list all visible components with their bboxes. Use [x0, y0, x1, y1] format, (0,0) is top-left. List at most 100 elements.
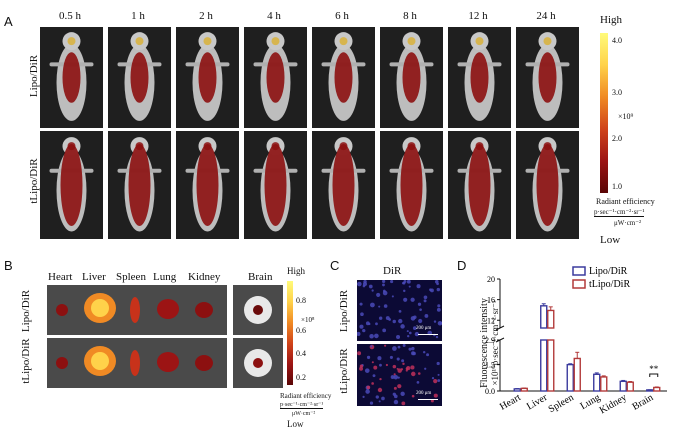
lung-organ	[157, 352, 179, 372]
cell-dot	[402, 281, 406, 285]
mouse-image	[516, 27, 579, 128]
x-tick-label: Spleen	[547, 392, 576, 415]
timepoint-label: 24 h	[536, 10, 556, 22]
cell-dot	[436, 361, 440, 366]
cell-dot	[360, 312, 364, 317]
cell-dot	[406, 280, 411, 284]
colorbar-a-multiplier: ×10⁹	[618, 112, 634, 121]
y-tick-label: 0.0	[485, 387, 495, 396]
cell-dot	[410, 365, 415, 370]
bar	[573, 357, 581, 392]
cell-dot	[416, 380, 420, 384]
scale-bar-1	[418, 334, 438, 335]
cell-dot	[375, 395, 379, 399]
timepoint-label: 12 h	[468, 10, 488, 22]
organ-label: Spleen	[116, 271, 146, 283]
c-row-label-tlipo: tLipo/DiR	[338, 348, 350, 394]
cell-dot	[362, 328, 366, 333]
brain-label: Brain	[248, 271, 273, 283]
cell-dot	[418, 318, 423, 324]
fluorescence-signal	[536, 143, 559, 227]
fluorescence-signal	[470, 52, 489, 103]
x-tick-label: Kidney	[598, 392, 629, 416]
cell-dot	[406, 366, 411, 371]
cell-dot	[408, 331, 412, 335]
cell-dot	[366, 385, 371, 390]
cell-dot	[379, 377, 382, 381]
scale-bar-label-1: 200 μm	[416, 326, 432, 331]
cell-dot	[359, 366, 364, 371]
y-tick-label: 1.5	[485, 361, 495, 370]
cell-dot	[382, 289, 386, 293]
colorbar-b-tick-2: 0.6	[296, 326, 306, 335]
cell-dot	[400, 391, 405, 397]
panel-a-label: A	[4, 14, 13, 29]
cell-dot	[393, 373, 396, 376]
cell-dot	[365, 389, 370, 394]
cell-dot	[431, 376, 435, 380]
cell-dot	[359, 324, 364, 329]
cell-dot	[370, 302, 375, 308]
mouse-image	[176, 131, 239, 239]
colorbar-a-high: High	[600, 14, 622, 26]
cell-dot	[408, 347, 412, 351]
cell-dot	[359, 364, 364, 368]
cell-dot	[424, 367, 427, 370]
mouse-image	[448, 131, 511, 239]
cell-dot	[406, 330, 409, 333]
cell-dot	[410, 297, 415, 302]
cell-dot	[411, 371, 416, 377]
cell-dot	[364, 368, 370, 373]
legend-label: Lipo/DiR	[589, 266, 628, 277]
bar	[600, 376, 608, 392]
fluorescence-signal	[130, 52, 149, 103]
cell-dot	[411, 394, 415, 398]
mouse-image	[108, 27, 171, 128]
organ-label: Kidney	[188, 271, 221, 283]
x-tick-label: Liver	[525, 392, 550, 413]
colorbar-a-unit-den: μW·cm⁻²	[614, 219, 642, 227]
significance-marker: **	[649, 364, 659, 374]
cell-dot	[357, 331, 361, 336]
mouse-image	[312, 27, 375, 128]
cell-dot	[393, 374, 399, 380]
colorbar-b-tick-3: 0.4	[296, 349, 306, 358]
cell-dot	[397, 384, 402, 389]
legend-label: tLipo/DiR	[589, 279, 630, 290]
mouse-image	[380, 27, 443, 128]
cell-dot	[371, 382, 374, 385]
fluorescence-signal	[266, 52, 285, 103]
cell-dot	[396, 357, 400, 361]
mouse-image	[516, 131, 579, 239]
panel-d-label: D	[457, 258, 467, 273]
colorbar-b-low: Low	[287, 419, 304, 429]
bar	[619, 380, 627, 392]
cell-dot	[411, 346, 415, 351]
cell-dot	[369, 401, 374, 405]
colorbar-b-unit-den: μW·cm⁻²	[292, 411, 316, 417]
timepoint-label: 8 h	[403, 10, 417, 22]
organ-shapes	[56, 293, 272, 377]
fluorescence-signal	[198, 52, 217, 103]
cell-dot	[417, 372, 421, 375]
cell-dot	[384, 344, 387, 347]
colorbar-a-tick-1: 4.0	[612, 36, 622, 45]
cell-dot	[437, 373, 440, 376]
colorbar-a	[600, 33, 608, 193]
colorbar-b-tick-1: 0.8	[296, 296, 306, 305]
bar	[547, 339, 555, 392]
mouse-image	[40, 27, 103, 128]
cell-dot	[362, 281, 367, 287]
micrograph-tlipo	[357, 344, 442, 406]
cell-dot	[416, 284, 421, 289]
cell-dot	[401, 401, 406, 406]
heart-organ	[56, 304, 68, 316]
cell-dot	[437, 379, 441, 383]
cell-dot	[426, 353, 430, 357]
mouse-image	[108, 131, 171, 239]
cell-dot	[382, 280, 386, 284]
mouse-image	[244, 131, 307, 239]
colorbar-a-low: Low	[600, 234, 621, 246]
cell-dot	[437, 304, 441, 308]
